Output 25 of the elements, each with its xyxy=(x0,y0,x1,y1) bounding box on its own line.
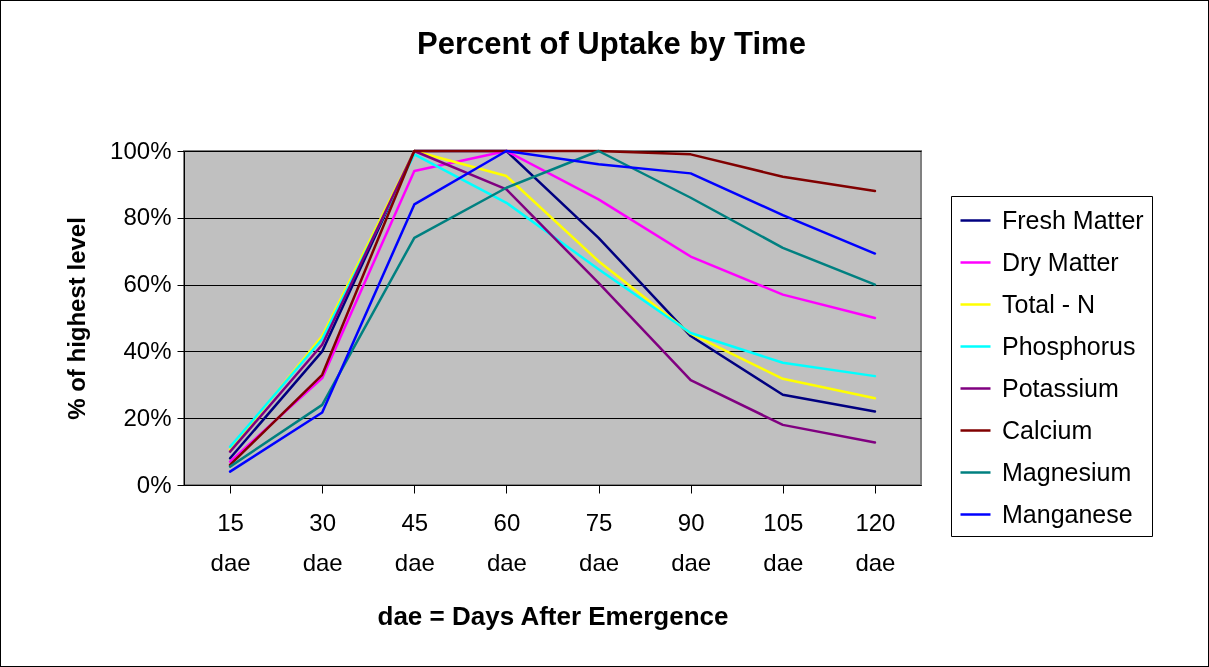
y-tick-label: 40% xyxy=(123,336,172,364)
x-tick-label: 60 dae xyxy=(486,508,527,576)
y-tick-label: 100% xyxy=(110,136,172,164)
x-tick-label: 75 dae xyxy=(579,508,620,576)
x-tick-label: 90 dae xyxy=(671,508,712,576)
y-tick-label: 60% xyxy=(123,270,172,298)
x-tick-label: 30 dae xyxy=(302,508,343,576)
chart-title: Percent of Uptake by Time xyxy=(417,26,806,61)
legend-label: Manganese xyxy=(1002,499,1133,528)
legend-label: Total - N xyxy=(1002,289,1096,318)
x-tick-label: 120 dae xyxy=(855,508,896,576)
legend-label: Calcium xyxy=(1002,415,1093,444)
x-tick-label: 105 dae xyxy=(763,508,804,576)
legend-label: Fresh Matter xyxy=(1002,205,1144,234)
x-axis-title: dae = Days After Emergence xyxy=(377,600,729,631)
y-tick-label: 20% xyxy=(123,403,172,431)
y-tick-label: 80% xyxy=(123,203,172,231)
x-tick-label: 45 dae xyxy=(394,508,435,576)
legend-label: Magnesium xyxy=(1002,457,1132,486)
x-tick-label: 15 dae xyxy=(210,508,251,576)
y-axis-title: % of highest level xyxy=(63,217,91,420)
legend-label: Dry Matter xyxy=(1002,247,1119,276)
y-tick-label: 0% xyxy=(136,470,172,498)
legend-label: Potassium xyxy=(1002,373,1119,402)
legend-label: Phosphorus xyxy=(1002,331,1136,360)
